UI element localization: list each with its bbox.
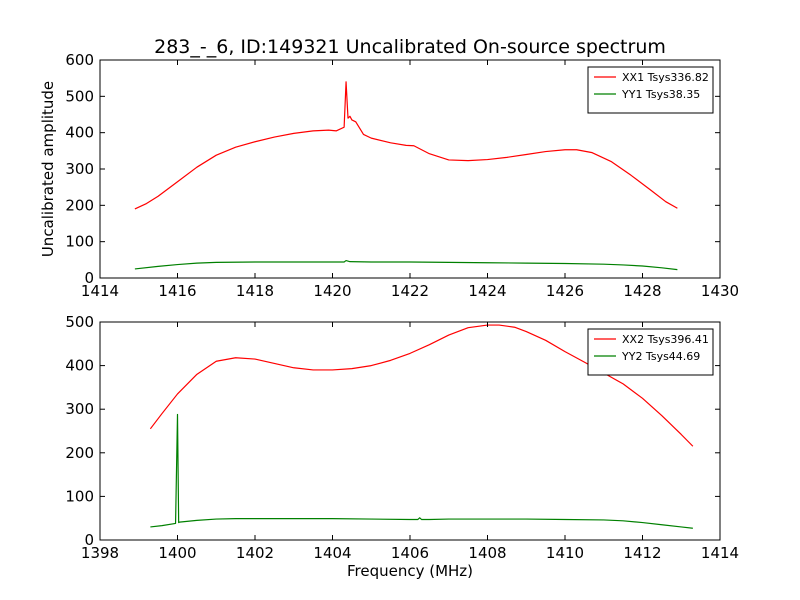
legend-box bbox=[587, 66, 714, 114]
x-tick-label: 1406 bbox=[391, 544, 429, 562]
y-axis-label: Uncalibrated amplitude bbox=[39, 81, 57, 257]
y-tick-label: 400 bbox=[65, 357, 94, 375]
x-tick-label: 1398 bbox=[81, 544, 119, 562]
x-tick-label: 1408 bbox=[468, 544, 506, 562]
x-axis-label: Frequency (MHz) bbox=[347, 562, 473, 580]
top-spectrum-panel: 1414 1416 1418 1420 1422 1424 1426 1428 1430 0 100… bbox=[39, 51, 739, 300]
y-tick-label: 300 bbox=[65, 160, 94, 178]
chart-title: 283_-_6, ID:149321 Uncalibrated On-sourc… bbox=[154, 36, 666, 58]
x-tick-label: 1424 bbox=[468, 282, 506, 300]
legend-entry: XX2 Tsys396.41 bbox=[622, 333, 709, 346]
y-tick-label: 100 bbox=[65, 487, 94, 505]
x-tick-label: 1428 bbox=[623, 282, 661, 300]
y-tick-label: 500 bbox=[65, 313, 94, 331]
y-tick-label: 100 bbox=[65, 233, 94, 251]
y-tick-label: 200 bbox=[65, 444, 94, 462]
y-tick-label: 200 bbox=[65, 196, 94, 214]
bottom-spectrum-panel: 1398 1400 1402 1404 1406 1408 1410 1412 1414 0 100… bbox=[65, 313, 739, 580]
x-tick-label: 1412 bbox=[623, 544, 661, 562]
legend-entry: YY2 Tsys44.69 bbox=[621, 350, 700, 363]
y-tick-label: 300 bbox=[65, 400, 94, 418]
series-line-yy2 bbox=[150, 413, 693, 529]
x-tick-label: 1400 bbox=[158, 544, 196, 562]
x-tick-label: 1404 bbox=[313, 544, 351, 562]
legend-entry: XX1 Tsys336.82 bbox=[622, 71, 709, 84]
x-tick-label: 1420 bbox=[313, 282, 351, 300]
series-line-xx1 bbox=[134, 81, 678, 210]
y-tick-label: 0 bbox=[84, 531, 94, 549]
x-tick-label: 1402 bbox=[236, 544, 274, 562]
x-tick-label: 1414 bbox=[81, 282, 119, 300]
series-line-yy1 bbox=[134, 259, 678, 271]
x-tick-label: 1414 bbox=[701, 544, 739, 562]
x-tick-label: 1430 bbox=[701, 282, 739, 300]
legend-entry: YY1 Tsys38.35 bbox=[621, 88, 700, 101]
y-tick-label: 0 bbox=[84, 269, 94, 287]
x-tick-label: 1422 bbox=[391, 282, 429, 300]
x-tick-label: 1410 bbox=[546, 544, 584, 562]
y-tick-label: 600 bbox=[65, 51, 94, 69]
x-tick-label: 1416 bbox=[158, 282, 196, 300]
y-tick-label: 400 bbox=[65, 124, 94, 142]
y-tick-label: 500 bbox=[65, 87, 94, 105]
x-tick-label: 1426 bbox=[546, 282, 584, 300]
legend-box bbox=[587, 328, 714, 376]
x-tick-label: 1418 bbox=[236, 282, 274, 300]
